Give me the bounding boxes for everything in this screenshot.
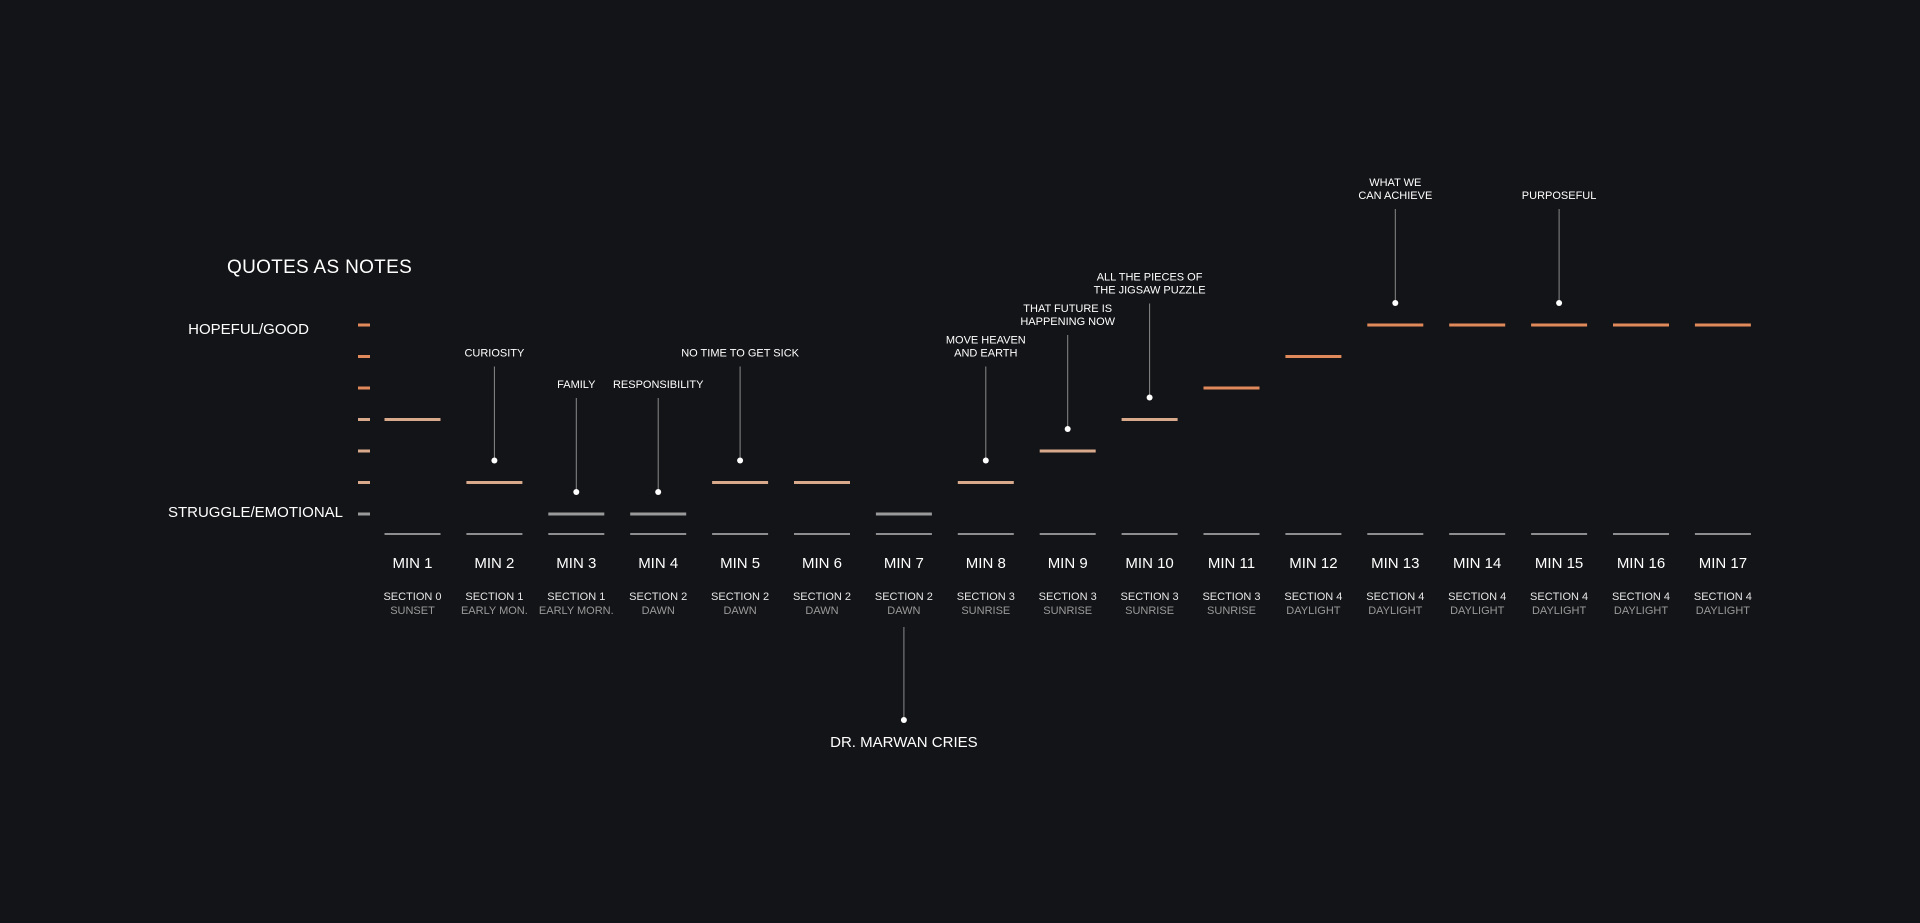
section-label: SECTION 4 — [1530, 591, 1588, 603]
minute-label: MIN 14 — [1453, 555, 1501, 572]
minute-label: MIN 3 — [556, 555, 596, 572]
phase-label: DAWN — [723, 605, 756, 617]
minute-label: MIN 2 — [474, 555, 514, 572]
minute-label: MIN 13 — [1371, 555, 1419, 572]
section-label: SECTION 4 — [1284, 591, 1342, 603]
quote-label: THAT FUTURE IS — [1023, 303, 1112, 315]
minute-label: MIN 5 — [720, 555, 760, 572]
x-axis-labels: MIN 1 SECTION 0 SUNSET MIN 2 SECTION 1 EARLY … — [383, 555, 1751, 617]
section-label: SECTION 3 — [1121, 591, 1179, 603]
section-label: SECTION 3 — [957, 591, 1015, 603]
phase-label: DAWN — [805, 605, 838, 617]
quote-dot — [1392, 300, 1399, 306]
section-label: SECTION 2 — [711, 591, 769, 603]
event-dot — [900, 717, 907, 723]
section-label: SECTION 0 — [383, 591, 441, 603]
phase-label: SUNSET — [390, 605, 435, 617]
phase-label: EARLY MON. — [461, 605, 528, 617]
section-label: SECTION 4 — [1448, 591, 1506, 603]
phase-label: SUNRISE — [961, 605, 1010, 617]
phase-label: SUNRISE — [1207, 605, 1256, 617]
phase-label: DAWN — [887, 605, 920, 617]
event-annotations: DR. MARWAN CRIES — [830, 627, 978, 751]
phase-label: DAYLIGHT — [1450, 605, 1504, 617]
quote-label: WHAT WE — [1369, 177, 1421, 189]
phase-label: DAYLIGHT — [1368, 605, 1422, 617]
section-label: SECTION 4 — [1694, 591, 1752, 603]
minute-label: MIN 12 — [1289, 555, 1337, 572]
minute-label: MIN 15 — [1535, 555, 1583, 572]
section-label: SECTION 2 — [629, 591, 687, 603]
phase-label: DAWN — [642, 605, 675, 617]
section-label: SECTION 3 — [1039, 591, 1097, 603]
quote-dot — [491, 457, 498, 464]
minute-label: MIN 8 — [966, 555, 1006, 572]
minute-label: MIN 17 — [1699, 555, 1747, 572]
quote-label: CURIOSITY — [464, 348, 525, 360]
quote-label: HAPPENING NOW — [1020, 316, 1115, 328]
section-label: SECTION 3 — [1202, 591, 1260, 603]
phase-label: SUNRISE — [1043, 605, 1092, 617]
section-label: SECTION 1 — [465, 591, 523, 603]
minute-label: MIN 4 — [638, 555, 678, 572]
section-label: SECTION 4 — [1366, 591, 1424, 603]
quote-dot — [737, 457, 744, 464]
quote-label: CAN ACHIEVE — [1358, 190, 1432, 202]
quote-label: PURPOSEFUL — [1522, 190, 1597, 202]
quote-label: THE JIGSAW PUZZLE — [1094, 285, 1206, 297]
section-label: SECTION 1 — [547, 591, 605, 603]
section-label: SECTION 2 — [793, 591, 851, 603]
quote-dot — [655, 489, 662, 495]
y-axis-bottom-label: STRUGGLE/EMOTIONAL — [168, 504, 343, 521]
phase-label: SUNRISE — [1125, 605, 1174, 617]
quote-label: MOVE HEAVEN — [946, 335, 1026, 347]
minute-label: MIN 10 — [1125, 555, 1173, 572]
quote-dot — [982, 457, 989, 464]
phase-label: EARLY MORN. — [539, 605, 614, 617]
minute-label: MIN 1 — [392, 555, 432, 572]
quote-label: FAMILY — [557, 379, 596, 391]
quote-dot — [1064, 426, 1071, 432]
minute-label: MIN 11 — [1208, 555, 1255, 572]
minute-label: MIN 16 — [1617, 555, 1665, 572]
y-axis-top-label: HOPEFUL/GOOD — [188, 321, 309, 338]
phase-label: DAYLIGHT — [1614, 605, 1668, 617]
quote-label: ALL THE PIECES OF — [1097, 272, 1203, 284]
section-label: SECTION 2 — [875, 591, 933, 603]
event-label: DR. MARWAN CRIES — [830, 734, 978, 751]
quote-label: NO TIME TO GET SICK — [681, 348, 799, 360]
minute-label: MIN 6 — [802, 555, 842, 572]
quote-dot — [573, 489, 580, 495]
phase-label: DAYLIGHT — [1286, 605, 1340, 617]
quote-annotations: CURIOSITY FAMILY RESPONSIBILITY NO TIME TO … — [464, 177, 1596, 495]
quote-label: RESPONSIBILITY — [613, 379, 704, 391]
chart-title: QUOTES AS NOTES — [227, 257, 412, 278]
quote-dot — [1146, 394, 1153, 401]
minute-label: MIN 9 — [1048, 555, 1088, 572]
note-marks — [384, 323, 1751, 516]
quote-dot — [1556, 300, 1563, 306]
quote-label: AND EARTH — [954, 348, 1017, 360]
minute-label: MIN 7 — [884, 555, 924, 572]
y-axis-ticks — [358, 323, 370, 516]
phase-label: DAYLIGHT — [1532, 605, 1586, 617]
section-label: SECTION 4 — [1612, 591, 1670, 603]
phase-label: DAYLIGHT — [1696, 605, 1750, 617]
